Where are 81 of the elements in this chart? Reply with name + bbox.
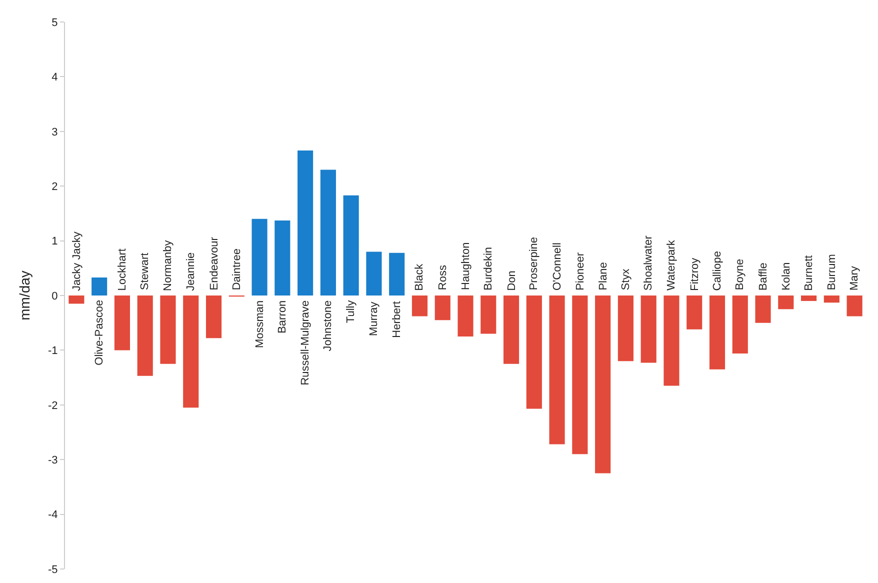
bar xyxy=(480,296,496,334)
x-tick-label: Ross xyxy=(437,264,450,290)
bar xyxy=(755,296,771,323)
y-tick-label: 2 xyxy=(52,180,58,193)
x-tick-label: Jeannie xyxy=(184,252,197,291)
x-tick-label: Shoalwater xyxy=(642,235,655,291)
x-tick-label: Burnett xyxy=(802,255,815,291)
bar xyxy=(595,296,611,474)
bar xyxy=(274,220,290,296)
x-tick-label: Black xyxy=(414,263,426,291)
bar xyxy=(68,296,84,304)
bar xyxy=(778,296,794,310)
x-tick-label: Mary xyxy=(848,266,861,291)
bar xyxy=(389,252,405,296)
bar xyxy=(183,296,199,408)
bar xyxy=(846,296,862,316)
y-tick-label: -3 xyxy=(48,454,58,466)
x-tick-label: Baffle xyxy=(758,262,770,291)
x-tick-label: Tully xyxy=(345,300,358,324)
x-tick-label: Olive-Pascoe xyxy=(93,300,106,366)
y-tick-label: -5 xyxy=(48,564,58,576)
bar xyxy=(137,296,153,376)
x-tick-label: Normanby xyxy=(162,240,174,291)
bar xyxy=(343,195,359,296)
y-tick-label: -4 xyxy=(48,509,58,522)
x-tick-label: Proserpine xyxy=(528,236,540,290)
bar xyxy=(572,296,588,454)
x-tick-label: Barron xyxy=(276,300,288,334)
x-tick-label: Daintree xyxy=(231,248,244,290)
bar xyxy=(458,296,474,337)
y-tick-label: 4 xyxy=(52,72,58,84)
x-tick-label: Haughton xyxy=(460,242,472,290)
x-tick-label: Burdekin xyxy=(482,246,494,290)
x-tick-label: Kolan xyxy=(780,262,792,290)
bar xyxy=(366,252,382,296)
x-tick-label: Johnstone xyxy=(322,300,334,352)
bar xyxy=(298,150,314,296)
x-tick-label: Plane xyxy=(597,262,610,290)
bar xyxy=(640,296,656,363)
bar xyxy=(206,296,222,338)
y-tick-label: 3 xyxy=(52,126,58,138)
y-tick-label: -2 xyxy=(48,400,58,412)
x-tick-label: Lockhart xyxy=(116,248,129,291)
x-tick-label: Endeavour xyxy=(208,236,220,290)
x-tick-label: Fitzroy xyxy=(688,257,701,291)
x-tick-label: Boyne xyxy=(734,258,746,290)
bar xyxy=(434,296,450,320)
bar xyxy=(732,296,748,354)
bar xyxy=(252,218,268,296)
y-axis-title: mm/day xyxy=(16,270,33,320)
bar xyxy=(664,296,680,386)
bar xyxy=(320,170,336,296)
x-tick-label: Burrum xyxy=(826,254,838,290)
x-tick-label: Murray xyxy=(368,301,380,336)
x-tick-label: Calliope xyxy=(712,250,724,291)
bar xyxy=(503,296,520,364)
bar xyxy=(412,296,428,316)
x-tick-label: Styx xyxy=(620,268,632,290)
y-tick-label: 5 xyxy=(52,16,58,29)
x-tick-label: O'Connell xyxy=(552,242,564,291)
x-tick-label: Jacky Jacky xyxy=(70,231,83,291)
bar xyxy=(526,296,542,409)
bar xyxy=(824,296,840,303)
x-tick-label: Waterpark xyxy=(665,240,678,290)
bar xyxy=(801,296,817,301)
bar xyxy=(618,296,634,362)
bar xyxy=(160,296,176,364)
x-tick-label: Russell-Mulgrave xyxy=(299,300,312,386)
bar xyxy=(92,277,108,296)
y-tick-label: -1 xyxy=(48,345,58,358)
bar xyxy=(709,296,726,370)
x-tick-label: Stewart xyxy=(139,252,152,290)
bar xyxy=(549,296,565,444)
y-tick-label: 0 xyxy=(52,290,58,302)
bar xyxy=(114,296,130,350)
y-tick-label: 1 xyxy=(52,236,58,248)
bar xyxy=(686,296,702,330)
x-tick-label: Herbert xyxy=(390,301,403,338)
x-tick-label: Pioneer xyxy=(574,252,586,290)
x-tick-label: Don xyxy=(506,270,518,291)
x-tick-label: Mossman xyxy=(254,300,266,348)
